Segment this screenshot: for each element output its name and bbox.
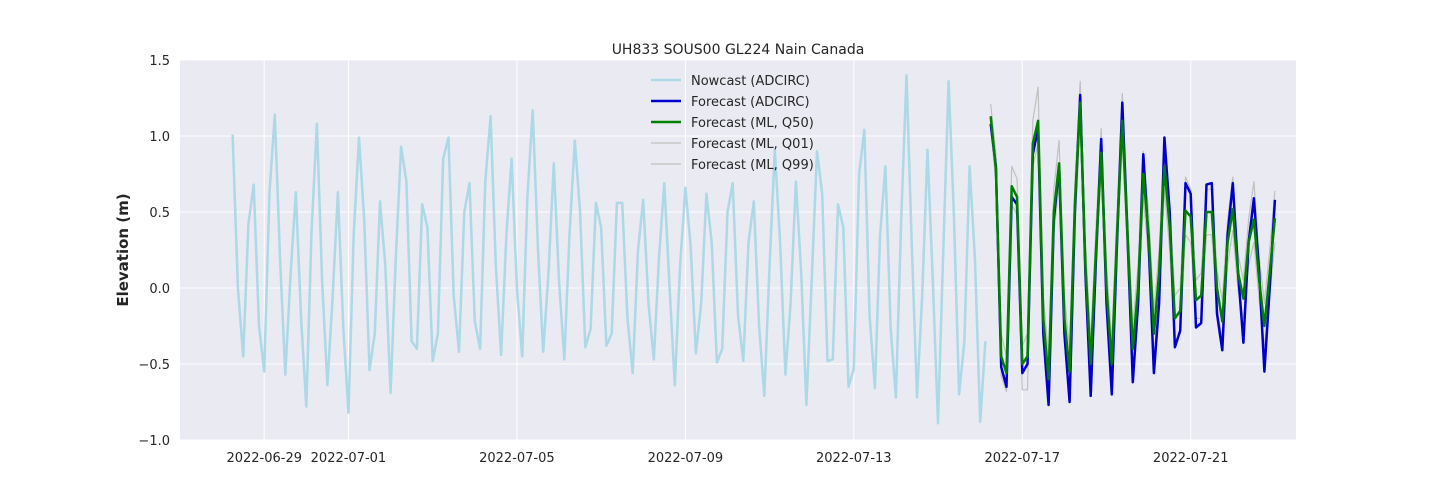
x-tick-label: 2022-07-17 [984,451,1060,466]
y-tick-label: 1.0 [149,130,170,145]
x-axis: 2022-06-29 2022-07-01 2022-07-05 2022-07-09… [226,451,1228,466]
chart-title: UH833 SOUS00 GL224 Nain Canada [612,42,865,58]
y-tick-label: 0.0 [149,282,170,297]
x-tick-label: 2022-07-21 [1153,451,1229,466]
x-tick-label: 2022-06-29 [226,451,302,466]
legend-label: Forecast (ADCIRC) [691,95,810,110]
series-layer [231,73,1277,425]
series-line [231,73,987,425]
legend: Nowcast (ADCIRC) Forecast (ADCIRC) Forecas… [651,74,814,173]
y-tick-label: −0.5 [138,358,170,373]
legend-label: Forecast (ML, Q99) [691,158,814,173]
x-tick-label: 2022-07-05 [479,451,555,466]
y-tick-label: −1.0 [138,434,170,449]
legend-label: Forecast (ML, Q01) [691,137,814,152]
y-tick-label: 0.5 [149,206,170,221]
y-tick-label: 1.5 [149,54,170,69]
legend-label: Forecast (ML, Q50) [691,116,814,131]
x-tick-label: 2022-07-13 [816,451,892,466]
x-tick-label: 2022-07-09 [648,451,724,466]
y-axis: 1.5 1.0 0.5 0.0 −0.5 −1.0 [138,54,170,449]
y-axis-label: Elevation (m) [114,193,132,306]
series-line [989,101,1277,381]
x-tick-label: 2022-07-01 [311,451,387,466]
legend-label: Nowcast (ADCIRC) [691,74,810,89]
